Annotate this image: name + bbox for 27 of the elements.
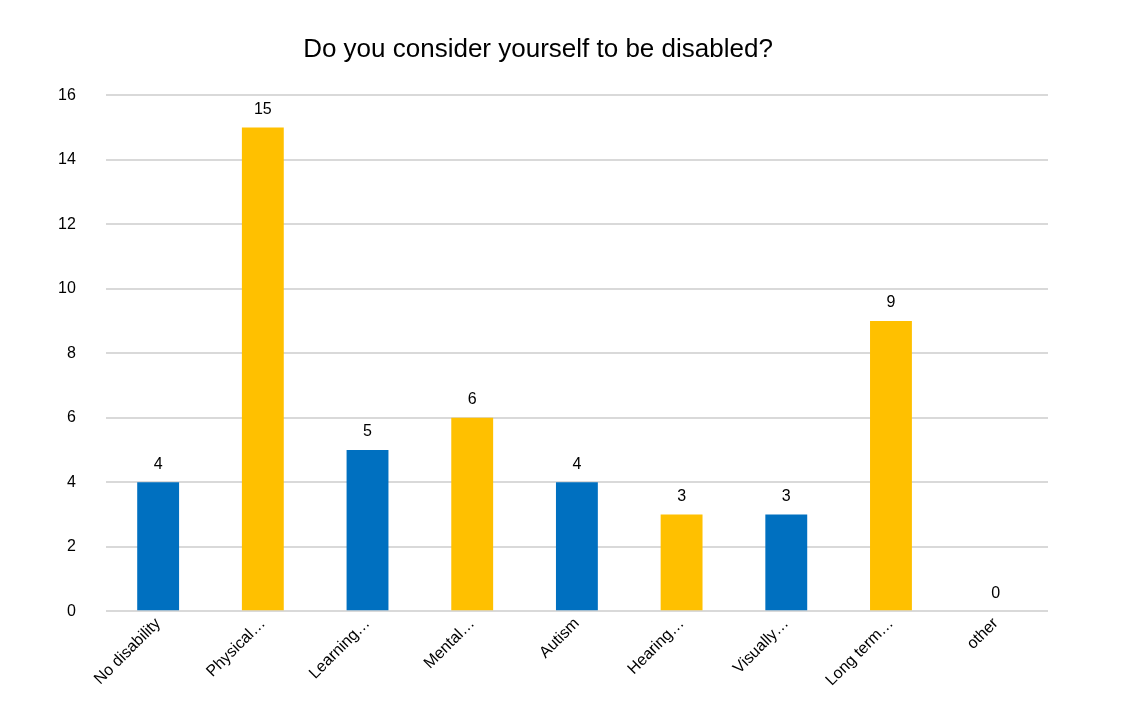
y-tick-label: 14	[58, 150, 76, 168]
chart-title: Do you consider yourself to be disabled?	[303, 32, 773, 63]
data-label: 9	[886, 293, 896, 311]
bar	[451, 417, 494, 611]
bar	[870, 320, 912, 611]
y-tick-label: 0	[66, 601, 76, 619]
bar	[137, 482, 180, 611]
data-label: 3	[781, 486, 791, 504]
bar	[660, 514, 703, 611]
data-label: 0	[991, 583, 1001, 601]
data-label: 4	[572, 454, 582, 472]
y-tick-label: 10	[58, 279, 76, 297]
y-tick-label: 12	[58, 214, 76, 232]
bar	[555, 482, 598, 611]
y-tick-label: 2	[66, 537, 76, 555]
y-tick-label: 8	[66, 343, 76, 361]
bar	[241, 127, 284, 611]
data-label: 3	[677, 486, 687, 504]
y-tick-label: 6	[66, 408, 76, 426]
bar	[765, 514, 808, 611]
y-tick-label: 4	[66, 472, 76, 490]
y-tick-label: 16	[58, 85, 76, 103]
data-label: 4	[153, 454, 163, 472]
data-label: 5	[363, 422, 373, 440]
data-label: 15	[253, 99, 272, 117]
data-label: 6	[467, 390, 477, 408]
bar	[346, 449, 389, 611]
